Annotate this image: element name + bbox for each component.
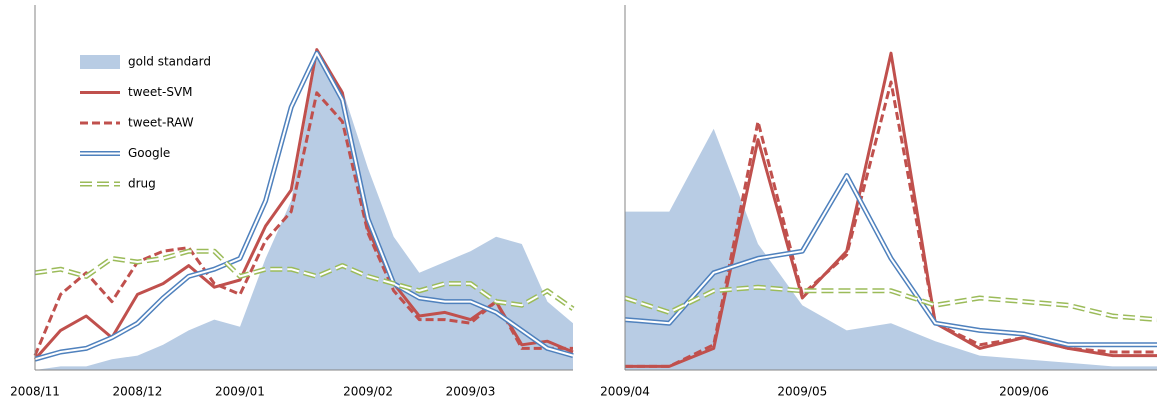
x-tick-label: 2009/05 [777,385,827,399]
area [625,128,1157,370]
line [625,80,1157,368]
legend-swatch [80,55,120,69]
legend-label: tweet-SVM [128,85,193,99]
legend-label: Google [128,146,170,160]
line [33,91,573,357]
line-inner [624,286,1157,321]
x-tick-label: 2009/03 [446,385,496,399]
line-inner [624,174,1157,346]
x-tick-label: 2008/12 [113,385,163,399]
x-tick-label: 2008/11 [10,385,60,399]
area [35,56,573,371]
legend-label: gold standard [128,55,211,69]
legend-label: drug [128,177,156,191]
x-tick-label: 2009/02 [343,385,393,399]
legend-label: tweet-RAW [128,116,194,130]
x-tick-label: 2009/01 [215,385,265,399]
x-tick-label: 2009/04 [600,385,650,399]
line-inner [34,250,574,310]
x-tick-label: 2009/06 [999,385,1049,399]
line-inner [34,52,574,361]
